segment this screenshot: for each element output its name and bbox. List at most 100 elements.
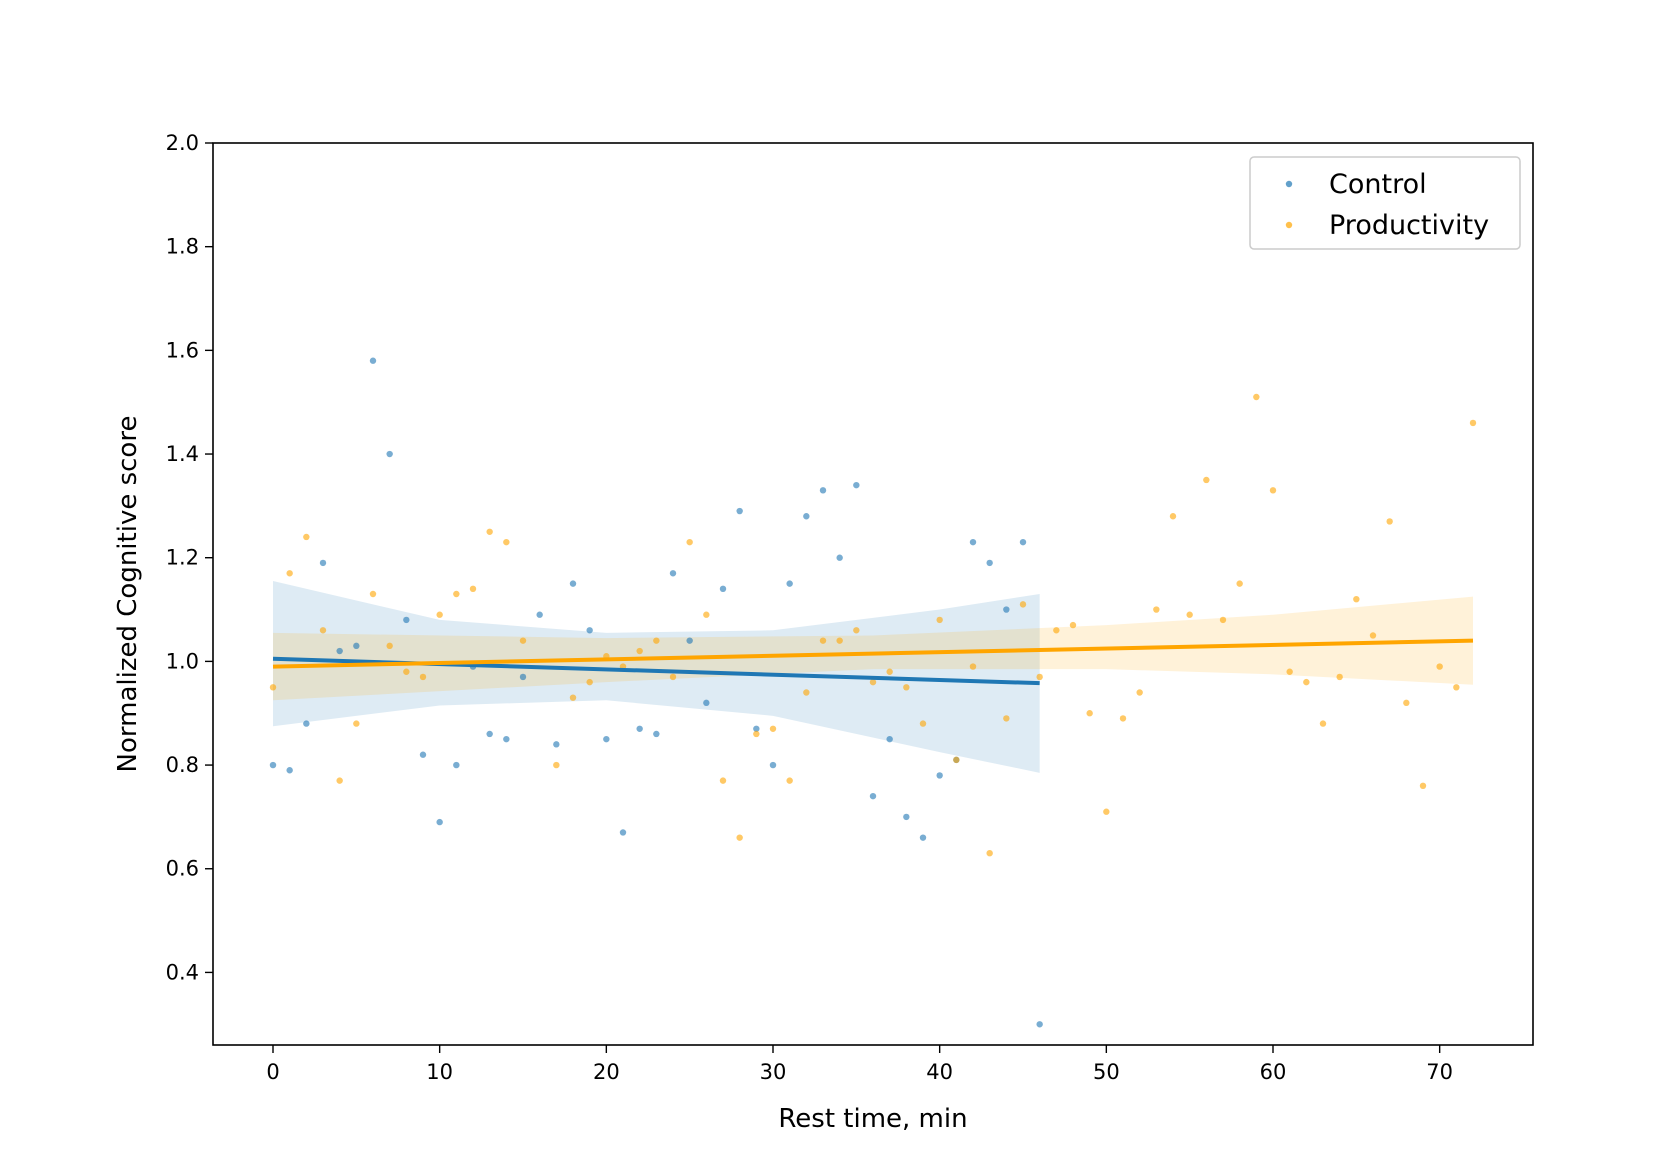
point-productivity <box>986 849 993 857</box>
x-tick-label: 20 <box>593 1060 620 1084</box>
legend-marker-control <box>1285 180 1293 188</box>
y-tick-label: 1.6 <box>166 338 199 362</box>
point-productivity <box>903 684 910 691</box>
x-tick-label: 30 <box>760 1060 787 1084</box>
point-control <box>603 735 610 743</box>
point-productivity <box>403 668 410 675</box>
point-control <box>486 730 493 738</box>
point-control <box>619 829 627 836</box>
point-control <box>819 487 827 494</box>
point-control <box>803 513 810 520</box>
point-control <box>836 554 843 561</box>
point-control <box>336 647 343 655</box>
y-tick-label: 0.6 <box>166 857 199 881</box>
point-control <box>986 559 993 567</box>
y-axis-label: Normalized Cognitive score <box>113 416 143 773</box>
point-productivity <box>1419 782 1427 790</box>
point-productivity <box>319 627 327 634</box>
regression-lines <box>272 638 1474 686</box>
point-productivity <box>1169 513 1177 520</box>
y-tick-label: 2.0 <box>166 131 199 155</box>
fit-line-productivity <box>272 638 1474 669</box>
point-productivity <box>553 761 560 769</box>
point-control <box>653 730 660 738</box>
point-productivity <box>1336 673 1343 681</box>
point-productivity <box>669 673 677 681</box>
point-productivity <box>1436 663 1443 670</box>
point-productivity <box>1036 673 1043 681</box>
point-productivity <box>1386 518 1393 525</box>
point-control <box>753 725 760 732</box>
x-tick-label: 10 <box>426 1060 453 1084</box>
point-control <box>453 761 460 769</box>
point-productivity <box>803 689 810 696</box>
point-control <box>886 735 893 743</box>
point-productivity <box>1353 595 1360 603</box>
point-control <box>703 699 710 707</box>
point-control <box>853 481 860 489</box>
point-productivity <box>419 673 427 681</box>
point-productivity <box>469 585 477 593</box>
point-productivity <box>1019 601 1027 608</box>
point-control <box>919 834 927 841</box>
plot-frame <box>212 142 1534 1046</box>
point-control <box>686 637 693 644</box>
point-productivity <box>836 637 843 644</box>
point-control <box>386 450 393 458</box>
point-productivity <box>353 720 360 727</box>
point-control <box>419 751 427 758</box>
point-control <box>719 585 727 593</box>
point-productivity <box>953 756 960 764</box>
point-productivity <box>1253 393 1260 401</box>
point-control <box>369 357 377 364</box>
point-control <box>286 767 293 774</box>
point-productivity <box>503 538 510 546</box>
point-control <box>969 538 977 546</box>
ci-band-productivity <box>273 596 1473 701</box>
point-control <box>769 761 777 769</box>
point-productivity <box>453 590 460 598</box>
point-control <box>319 559 327 567</box>
point-control <box>569 580 577 587</box>
confidence-bands <box>273 581 1473 773</box>
point-productivity <box>1369 632 1377 639</box>
point-control <box>519 673 527 681</box>
point-productivity <box>686 538 693 546</box>
point-productivity <box>919 720 927 727</box>
point-productivity <box>1069 621 1077 629</box>
ci-band-control <box>273 581 1040 773</box>
point-productivity <box>1236 580 1243 587</box>
point-control <box>869 792 877 800</box>
legend: Control Productivity <box>1249 156 1521 250</box>
x-tick-label: 70 <box>1426 1060 1453 1084</box>
legend-box <box>1249 156 1521 250</box>
x-tick-label: 40 <box>926 1060 953 1084</box>
point-control <box>669 570 677 577</box>
y-tick-label: 0.8 <box>166 753 199 777</box>
point-control <box>436 818 443 826</box>
point-productivity <box>1269 487 1277 494</box>
point-productivity <box>869 678 877 686</box>
point-control <box>553 741 560 748</box>
point-productivity <box>636 647 643 655</box>
point-productivity <box>819 637 827 644</box>
point-productivity <box>753 730 760 738</box>
point-productivity <box>719 777 727 784</box>
point-control <box>936 772 943 779</box>
point-productivity <box>1286 668 1293 675</box>
point-productivity <box>286 570 293 577</box>
point-control <box>903 813 910 821</box>
point-productivity <box>703 611 710 618</box>
point-productivity <box>569 694 577 701</box>
point-productivity <box>786 777 793 784</box>
point-productivity <box>886 668 893 675</box>
point-productivity <box>1203 476 1210 484</box>
point-productivity <box>586 678 593 686</box>
point-control <box>403 616 410 624</box>
point-productivity <box>436 611 443 618</box>
point-productivity <box>969 663 977 670</box>
point-control <box>503 735 510 743</box>
x-tick-label: 60 <box>1260 1060 1287 1084</box>
point-productivity <box>486 528 493 535</box>
